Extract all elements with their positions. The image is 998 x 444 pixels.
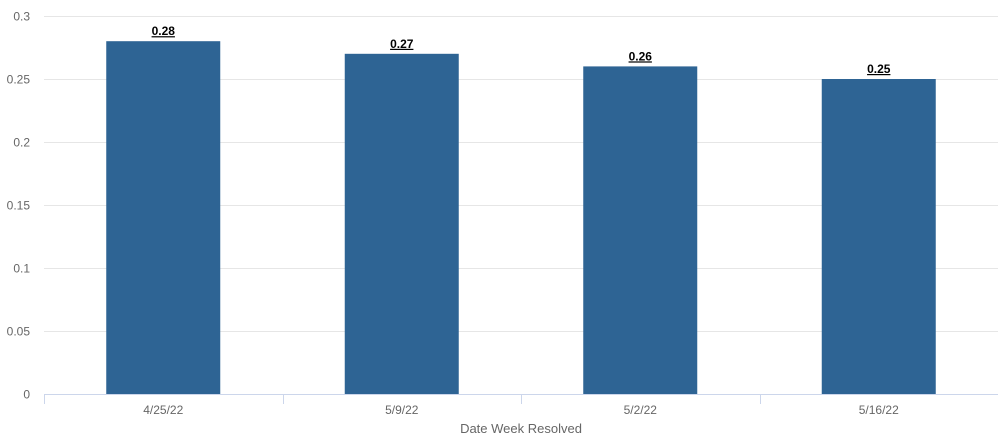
x-tick-label: 5/9/22 [385,403,419,417]
bar[interactable] [106,41,221,394]
y-tick-label: 0.1 [13,262,30,276]
bar[interactable] [583,66,698,395]
x-tick-label: 5/16/22 [859,403,899,417]
bars [106,41,936,395]
y-tick-label: 0.15 [7,199,31,213]
y-tick-label: 0.3 [13,10,30,24]
y-tick-label: 0.2 [13,136,30,150]
y-tick-label: 0.25 [7,73,31,87]
y-axis-labels: 0 0.05 0.1 0.15 0.2 0.25 0.3 [7,10,31,402]
y-tick-label: 0 [23,388,30,402]
data-label: 0.26 [629,49,653,63]
x-tick-label: 5/2/22 [624,403,658,417]
data-label: 0.27 [390,37,414,51]
x-axis-labels: 4/25/22 5/9/22 5/2/22 5/16/22 [143,403,899,417]
bar[interactable] [821,79,936,394]
data-labels: 0.28 0.27 0.26 0.25 [152,24,891,76]
y-tick-label: 0.05 [7,325,31,339]
x-axis-title: Date Week Resolved [460,421,582,436]
bar[interactable] [344,53,459,395]
data-label: 0.25 [867,62,891,76]
x-tick-label: 4/25/22 [143,403,183,417]
data-label: 0.28 [152,24,176,38]
x-axis-ticks [44,394,761,404]
